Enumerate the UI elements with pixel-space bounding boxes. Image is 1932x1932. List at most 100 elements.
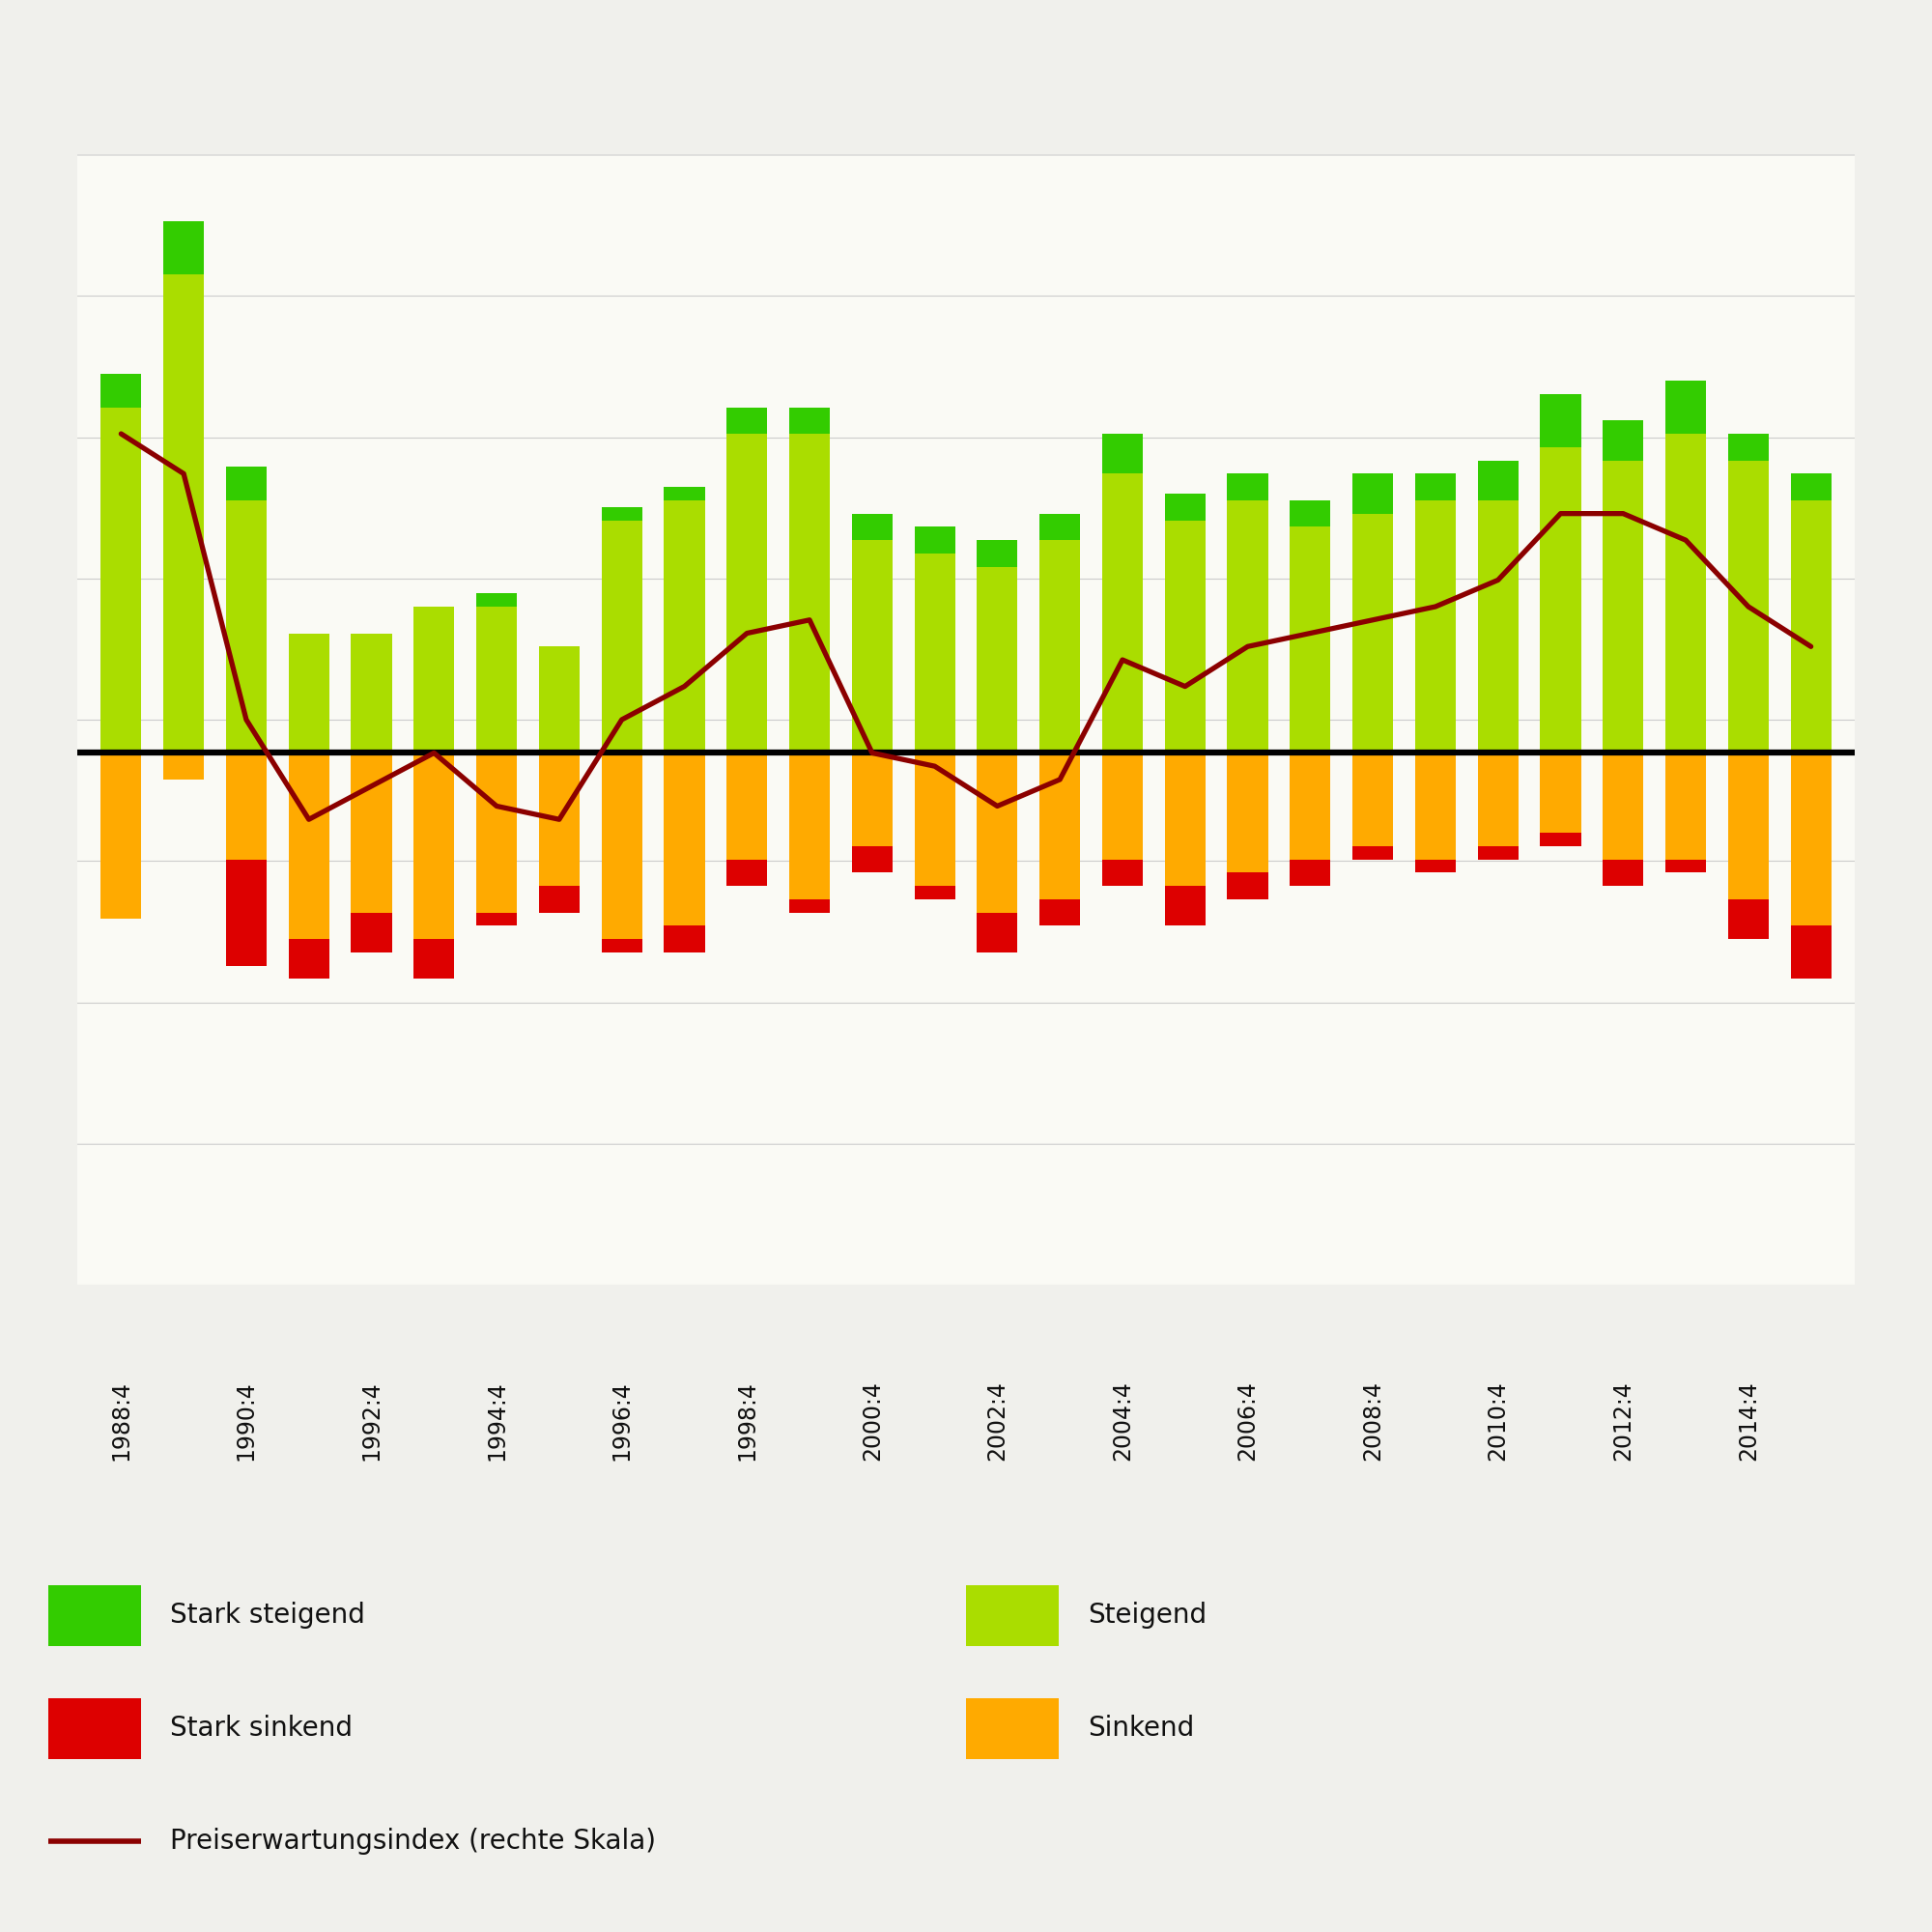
- Bar: [601, 939, 641, 952]
- Bar: [914, 553, 954, 753]
- Bar: [1291, 753, 1331, 860]
- Bar: [1665, 753, 1706, 860]
- Bar: [726, 860, 767, 887]
- Bar: [1478, 753, 1519, 846]
- Bar: [1727, 435, 1768, 460]
- Text: 2010:4: 2010:4: [1486, 1379, 1509, 1461]
- Bar: [352, 912, 392, 952]
- Text: 1998:4: 1998:4: [736, 1379, 759, 1461]
- Bar: [978, 541, 1018, 566]
- Bar: [1665, 860, 1706, 873]
- Bar: [1352, 753, 1393, 846]
- Bar: [1540, 446, 1580, 753]
- Bar: [1101, 860, 1144, 887]
- Bar: [788, 408, 831, 435]
- Bar: [665, 925, 705, 952]
- Bar: [1791, 473, 1832, 500]
- Bar: [1414, 500, 1455, 753]
- Bar: [226, 860, 267, 966]
- Text: 2014:4: 2014:4: [1737, 1379, 1760, 1461]
- Bar: [966, 1698, 1059, 1758]
- Bar: [1291, 500, 1331, 527]
- Bar: [1414, 753, 1455, 860]
- Bar: [1665, 435, 1706, 753]
- Bar: [1727, 460, 1768, 753]
- Bar: [413, 607, 454, 753]
- Bar: [539, 647, 580, 753]
- Text: 2000:4: 2000:4: [860, 1379, 883, 1461]
- Bar: [1478, 846, 1519, 860]
- Text: Steigend: Steigend: [1088, 1602, 1208, 1629]
- Bar: [413, 753, 454, 939]
- Text: 2004:4: 2004:4: [1111, 1379, 1134, 1461]
- Text: Stark sinkend: Stark sinkend: [170, 1716, 352, 1743]
- Text: Preiserwartungsindex (rechte Skala): Preiserwartungsindex (rechte Skala): [170, 1828, 657, 1855]
- Bar: [1165, 753, 1206, 887]
- Bar: [1165, 887, 1206, 925]
- Bar: [1165, 495, 1206, 520]
- Bar: [1727, 753, 1768, 898]
- Text: 2006:4: 2006:4: [1236, 1379, 1260, 1461]
- Bar: [164, 220, 205, 274]
- Bar: [100, 408, 141, 753]
- Bar: [164, 753, 205, 779]
- Bar: [914, 753, 954, 887]
- Bar: [352, 634, 392, 753]
- Bar: [100, 375, 141, 408]
- Text: 1990:4: 1990:4: [234, 1379, 257, 1461]
- Bar: [48, 1698, 141, 1758]
- Bar: [788, 898, 831, 912]
- Bar: [1101, 435, 1144, 473]
- Bar: [788, 435, 831, 753]
- Bar: [288, 753, 328, 939]
- Bar: [164, 274, 205, 753]
- Bar: [1039, 541, 1080, 753]
- Bar: [852, 846, 893, 873]
- Text: 2008:4: 2008:4: [1362, 1379, 1385, 1461]
- Bar: [477, 912, 518, 925]
- Bar: [539, 753, 580, 887]
- Bar: [1291, 860, 1331, 887]
- Bar: [226, 468, 267, 500]
- Bar: [601, 506, 641, 520]
- Bar: [1604, 460, 1644, 753]
- Bar: [1665, 381, 1706, 435]
- Bar: [226, 753, 267, 860]
- Bar: [100, 753, 141, 920]
- Text: Sinkend: Sinkend: [1088, 1716, 1194, 1743]
- Bar: [1604, 421, 1644, 460]
- Bar: [665, 487, 705, 500]
- Bar: [48, 1586, 141, 1646]
- Bar: [665, 753, 705, 925]
- Bar: [966, 1586, 1059, 1646]
- Bar: [1352, 846, 1393, 860]
- Bar: [539, 887, 580, 912]
- Bar: [1791, 753, 1832, 925]
- Text: 1992:4: 1992:4: [359, 1379, 383, 1461]
- Bar: [1101, 753, 1144, 860]
- Bar: [1604, 753, 1644, 860]
- Bar: [352, 753, 392, 912]
- Bar: [1791, 925, 1832, 980]
- Bar: [726, 753, 767, 860]
- Bar: [1414, 860, 1455, 873]
- Bar: [477, 607, 518, 753]
- Bar: [1227, 873, 1267, 898]
- Bar: [288, 939, 328, 980]
- Bar: [477, 753, 518, 912]
- Bar: [1604, 860, 1644, 887]
- Bar: [288, 634, 328, 753]
- Bar: [726, 408, 767, 435]
- Bar: [914, 527, 954, 553]
- Bar: [1540, 753, 1580, 833]
- Bar: [413, 939, 454, 980]
- Bar: [852, 541, 893, 753]
- Bar: [1101, 473, 1144, 753]
- Bar: [1291, 527, 1331, 753]
- Bar: [1352, 514, 1393, 753]
- Text: 1994:4: 1994:4: [485, 1379, 508, 1461]
- Bar: [1478, 460, 1519, 500]
- Bar: [1227, 500, 1267, 753]
- Bar: [601, 753, 641, 939]
- Bar: [1727, 898, 1768, 939]
